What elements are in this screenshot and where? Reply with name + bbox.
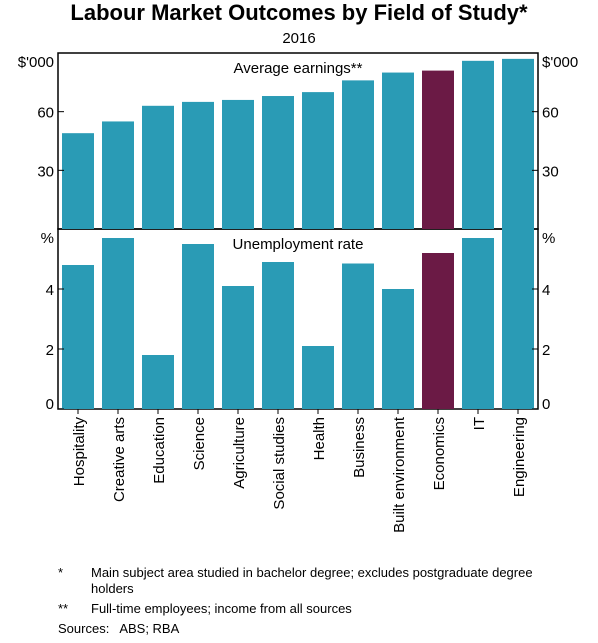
bar xyxy=(382,289,414,409)
y-tick-label: 30 xyxy=(37,163,54,180)
x-tick-label: Built environment xyxy=(391,416,408,533)
bar xyxy=(62,265,94,409)
bar xyxy=(222,99,254,229)
sources-line: Sources: ABS; RBA xyxy=(58,621,541,637)
x-tick-label: Health xyxy=(311,417,328,460)
footnote-mark: * xyxy=(58,565,64,580)
y-unit-label: % xyxy=(542,230,555,247)
y-tick-label: 60 xyxy=(542,105,559,122)
bar xyxy=(182,244,214,409)
y-tick-label: 2 xyxy=(46,342,54,359)
y-tick-label: 0 xyxy=(542,396,550,413)
y-tick-label: 4 xyxy=(542,282,550,299)
chart-subtitle: 2016 xyxy=(282,30,316,47)
bar xyxy=(302,92,334,229)
sources-label: Sources: xyxy=(58,621,110,636)
footnote-text: Full-time employees; income from all sou… xyxy=(91,601,352,616)
bottom-panel-frame xyxy=(57,228,539,410)
footnote-text: Main subject area studied in bachelor de… xyxy=(91,565,533,596)
x-tick-label: Economics xyxy=(431,417,448,490)
panel-title: Average earnings** xyxy=(234,60,363,77)
bar xyxy=(342,263,374,409)
bar xyxy=(102,121,134,229)
bar xyxy=(222,286,254,409)
bar xyxy=(262,262,294,409)
bar-chart: 30 30 60 60 $'000 $'000 Average earnings** 0 0 2 2… xyxy=(18,52,578,533)
y-unit-label: $'000 xyxy=(542,54,578,71)
panel-title: Unemployment rate xyxy=(233,236,364,253)
footnote-mark: ** xyxy=(58,601,69,616)
bar xyxy=(62,133,94,229)
bar xyxy=(142,355,174,409)
bar xyxy=(142,105,174,229)
x-tick-label: Business xyxy=(351,417,368,478)
x-tick-label: Agriculture xyxy=(231,417,248,489)
bar xyxy=(462,60,494,230)
bar xyxy=(302,346,334,409)
y-tick-label: 60 xyxy=(37,105,54,122)
y-unit-label: $'000 xyxy=(18,54,54,71)
x-tick-label: Hospitality xyxy=(71,417,88,487)
bar xyxy=(182,101,214,229)
footnote: * Main subject area studied in bachelor … xyxy=(58,565,541,597)
footnotes: * Main subject area studied in bachelor … xyxy=(58,565,541,637)
x-tick-label: Science xyxy=(191,417,208,470)
footnote: ** Full-time employees; income from all … xyxy=(58,601,541,617)
bar xyxy=(342,80,374,229)
x-tick-label: Creative arts xyxy=(111,417,128,502)
bar xyxy=(422,70,454,229)
bar xyxy=(262,96,294,230)
x-tick-label: Social studies xyxy=(271,417,288,510)
chart-title: Labour Market Outcomes by Field of Study… xyxy=(70,0,528,25)
x-tick-label: Engineering xyxy=(511,417,528,497)
y-unit-label: % xyxy=(41,230,54,247)
y-tick-label: 0 xyxy=(46,396,54,413)
bar xyxy=(422,253,454,409)
x-tick-label: IT xyxy=(471,417,488,430)
y-tick-label: 2 xyxy=(542,342,550,359)
y-tick-label: 30 xyxy=(542,163,559,180)
x-tick-label: Education xyxy=(151,417,168,484)
bar xyxy=(502,58,534,229)
bar xyxy=(462,238,494,409)
bar xyxy=(102,238,134,409)
y-tick-label: 4 xyxy=(46,282,54,299)
sources-text: ABS; RBA xyxy=(119,621,180,636)
bar xyxy=(502,229,534,409)
bar xyxy=(382,72,414,229)
